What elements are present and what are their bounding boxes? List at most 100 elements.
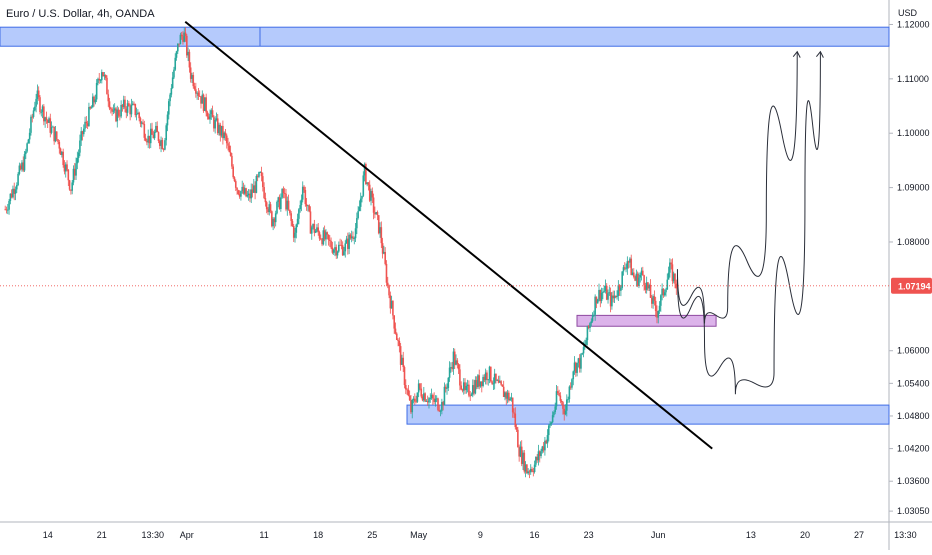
candle-body: [581, 353, 584, 355]
candle-body: [283, 193, 286, 194]
candle-body: [562, 402, 564, 409]
candle-body: [216, 118, 219, 134]
candle-body: [663, 292, 666, 296]
candle-body: [523, 452, 526, 472]
candle-body: [236, 187, 238, 191]
candle-body: [536, 456, 538, 461]
candle-body: [446, 388, 448, 389]
candle-body: [97, 78, 99, 83]
candle-body: [330, 240, 332, 248]
candle-body: [85, 121, 88, 124]
pivot-zone: [576, 314, 717, 327]
candle-body: [331, 247, 334, 253]
candle-body: [201, 94, 204, 104]
candle-body: [140, 122, 143, 124]
candle-body: [672, 273, 675, 282]
x-tick-label: 11: [259, 530, 268, 540]
candle-body: [374, 212, 376, 215]
candle-body: [325, 232, 327, 240]
candle-body: [469, 395, 472, 397]
candle-body: [121, 104, 124, 108]
candle-body: [174, 57, 177, 70]
candle-body: [559, 395, 562, 401]
candle-body: [198, 95, 201, 97]
candle-body: [527, 471, 529, 474]
candle-body: [179, 34, 182, 45]
x-tick-label: Apr: [180, 530, 194, 540]
candle-body: [309, 211, 312, 234]
candle-body: [151, 128, 153, 135]
candle-body: [640, 270, 643, 275]
candle-body: [17, 173, 19, 186]
candle-body: [600, 292, 603, 301]
candle-body: [674, 273, 676, 284]
candle-body: [28, 132, 31, 140]
candle-body: [412, 398, 415, 401]
candle-body: [251, 189, 254, 193]
candle-body: [607, 293, 609, 300]
candle-body: [635, 273, 638, 281]
candle-body: [15, 185, 18, 190]
candle-body: [367, 182, 370, 185]
candle-body: [665, 289, 667, 293]
candle-body: [260, 172, 263, 177]
candle-body: [255, 175, 258, 193]
candle-body: [301, 186, 304, 200]
candle-body: [271, 211, 273, 227]
candle-body: [488, 366, 491, 380]
candle-body: [329, 239, 331, 241]
candle-body: [474, 380, 477, 394]
candle-body: [596, 299, 599, 304]
candle-body: [146, 140, 148, 143]
candle-body: [317, 227, 320, 233]
candle-body: [417, 383, 420, 393]
candle-body: [477, 375, 479, 388]
x-tick-label: Jun: [651, 530, 666, 540]
candle-body: [93, 96, 95, 103]
candle-body: [6, 209, 9, 211]
candle-body: [608, 292, 611, 294]
candle-body: [130, 104, 133, 115]
candle-body: [62, 151, 64, 166]
resistance-zone: [0, 26, 890, 47]
candle-body: [249, 193, 251, 199]
candle-body: [254, 185, 256, 193]
candle-body: [372, 197, 375, 213]
candle-body: [200, 96, 202, 104]
candle-body: [340, 245, 343, 246]
candle-body: [112, 110, 115, 112]
candle-body: [45, 117, 48, 121]
candle-body: [643, 275, 645, 286]
candle-body: [310, 227, 313, 234]
x-tick-label: 9: [478, 530, 483, 540]
candle-body: [542, 446, 545, 451]
candle-body: [57, 139, 59, 142]
candle-body: [424, 393, 426, 402]
candle-body: [245, 188, 247, 197]
candle-body: [376, 212, 379, 216]
candle-body: [36, 90, 39, 99]
candle-body: [495, 373, 497, 381]
candle-body: [214, 119, 216, 129]
candle-body: [639, 274, 642, 278]
candle-body: [532, 471, 535, 473]
candle-body: [202, 94, 205, 111]
candle-body: [577, 358, 580, 363]
candle-body: [152, 134, 155, 139]
candle-body: [358, 206, 361, 212]
candle-body: [357, 211, 359, 219]
candle-body: [135, 114, 138, 116]
candle-body: [193, 86, 196, 90]
candle-body: [568, 386, 571, 400]
candle-body: [434, 398, 437, 403]
candle-body: [142, 122, 144, 125]
candle-body: [551, 415, 554, 423]
candle-body: [167, 101, 170, 115]
candle-body: [389, 295, 392, 309]
candle-body: [4, 209, 7, 211]
candle-body: [451, 366, 453, 370]
candle-body: [343, 251, 345, 256]
candle-body: [611, 295, 613, 307]
candle-body: [620, 287, 622, 291]
